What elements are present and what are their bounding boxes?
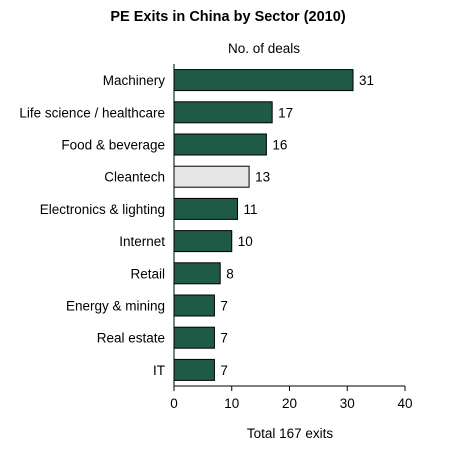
bar-cleantech (173, 165, 250, 188)
bar-food-beverage (173, 133, 267, 156)
bar-real-estate (173, 326, 215, 349)
x-axis-label: Total 167 exits (247, 426, 334, 441)
value-label-it: 7 (220, 363, 228, 378)
chart-title: PE Exits in China by Sector (2010) (110, 9, 345, 25)
value-label-retail: 8 (226, 266, 234, 281)
bar-energy-mining (173, 294, 215, 317)
category-label-internet: Internet (119, 234, 165, 249)
chart-subtitle: No. of deals (228, 41, 300, 56)
value-label-food-beverage: 16 (272, 138, 287, 153)
value-label-energy-mining: 7 (220, 299, 228, 314)
value-label-life-science-healthcare: 17 (278, 105, 293, 120)
x-tick-label: 20 (282, 396, 297, 411)
category-label-food-beverage: Food & beverage (61, 138, 165, 153)
x-tick-label: 40 (397, 396, 412, 411)
category-label-electronics-lighting: Electronics & lighting (40, 202, 165, 217)
bar-retail (173, 262, 221, 285)
bar-life-science-healthcare (173, 101, 273, 124)
bar-electronics-lighting (173, 197, 239, 220)
category-label-it: IT (153, 363, 165, 378)
category-label-life-science-healthcare: Life science / healthcare (19, 105, 165, 120)
bar-internet (173, 230, 233, 253)
bars-group: Machinery 31 Life science / healthcare 17 Fo… (19, 69, 374, 381)
value-label-real-estate: 7 (220, 331, 228, 346)
category-label-machinery: Machinery (103, 73, 166, 88)
ticks-group: 0 10 20 30 40 (170, 386, 413, 411)
category-label-energy-mining: Energy & mining (66, 299, 165, 314)
bar-machinery (173, 69, 354, 92)
x-tick-label: 0 (170, 396, 178, 411)
category-label-retail: Retail (130, 266, 165, 281)
value-label-internet: 10 (238, 234, 253, 249)
value-label-machinery: 31 (359, 73, 374, 88)
x-tick-label: 30 (340, 396, 355, 411)
category-label-cleantech: Cleantech (104, 170, 165, 185)
x-tick-label: 10 (224, 396, 239, 411)
value-label-electronics-lighting: 11 (244, 202, 258, 217)
category-label-real-estate: Real estate (97, 331, 165, 346)
value-label-cleantech: 13 (255, 170, 270, 185)
bar-it (173, 358, 215, 381)
